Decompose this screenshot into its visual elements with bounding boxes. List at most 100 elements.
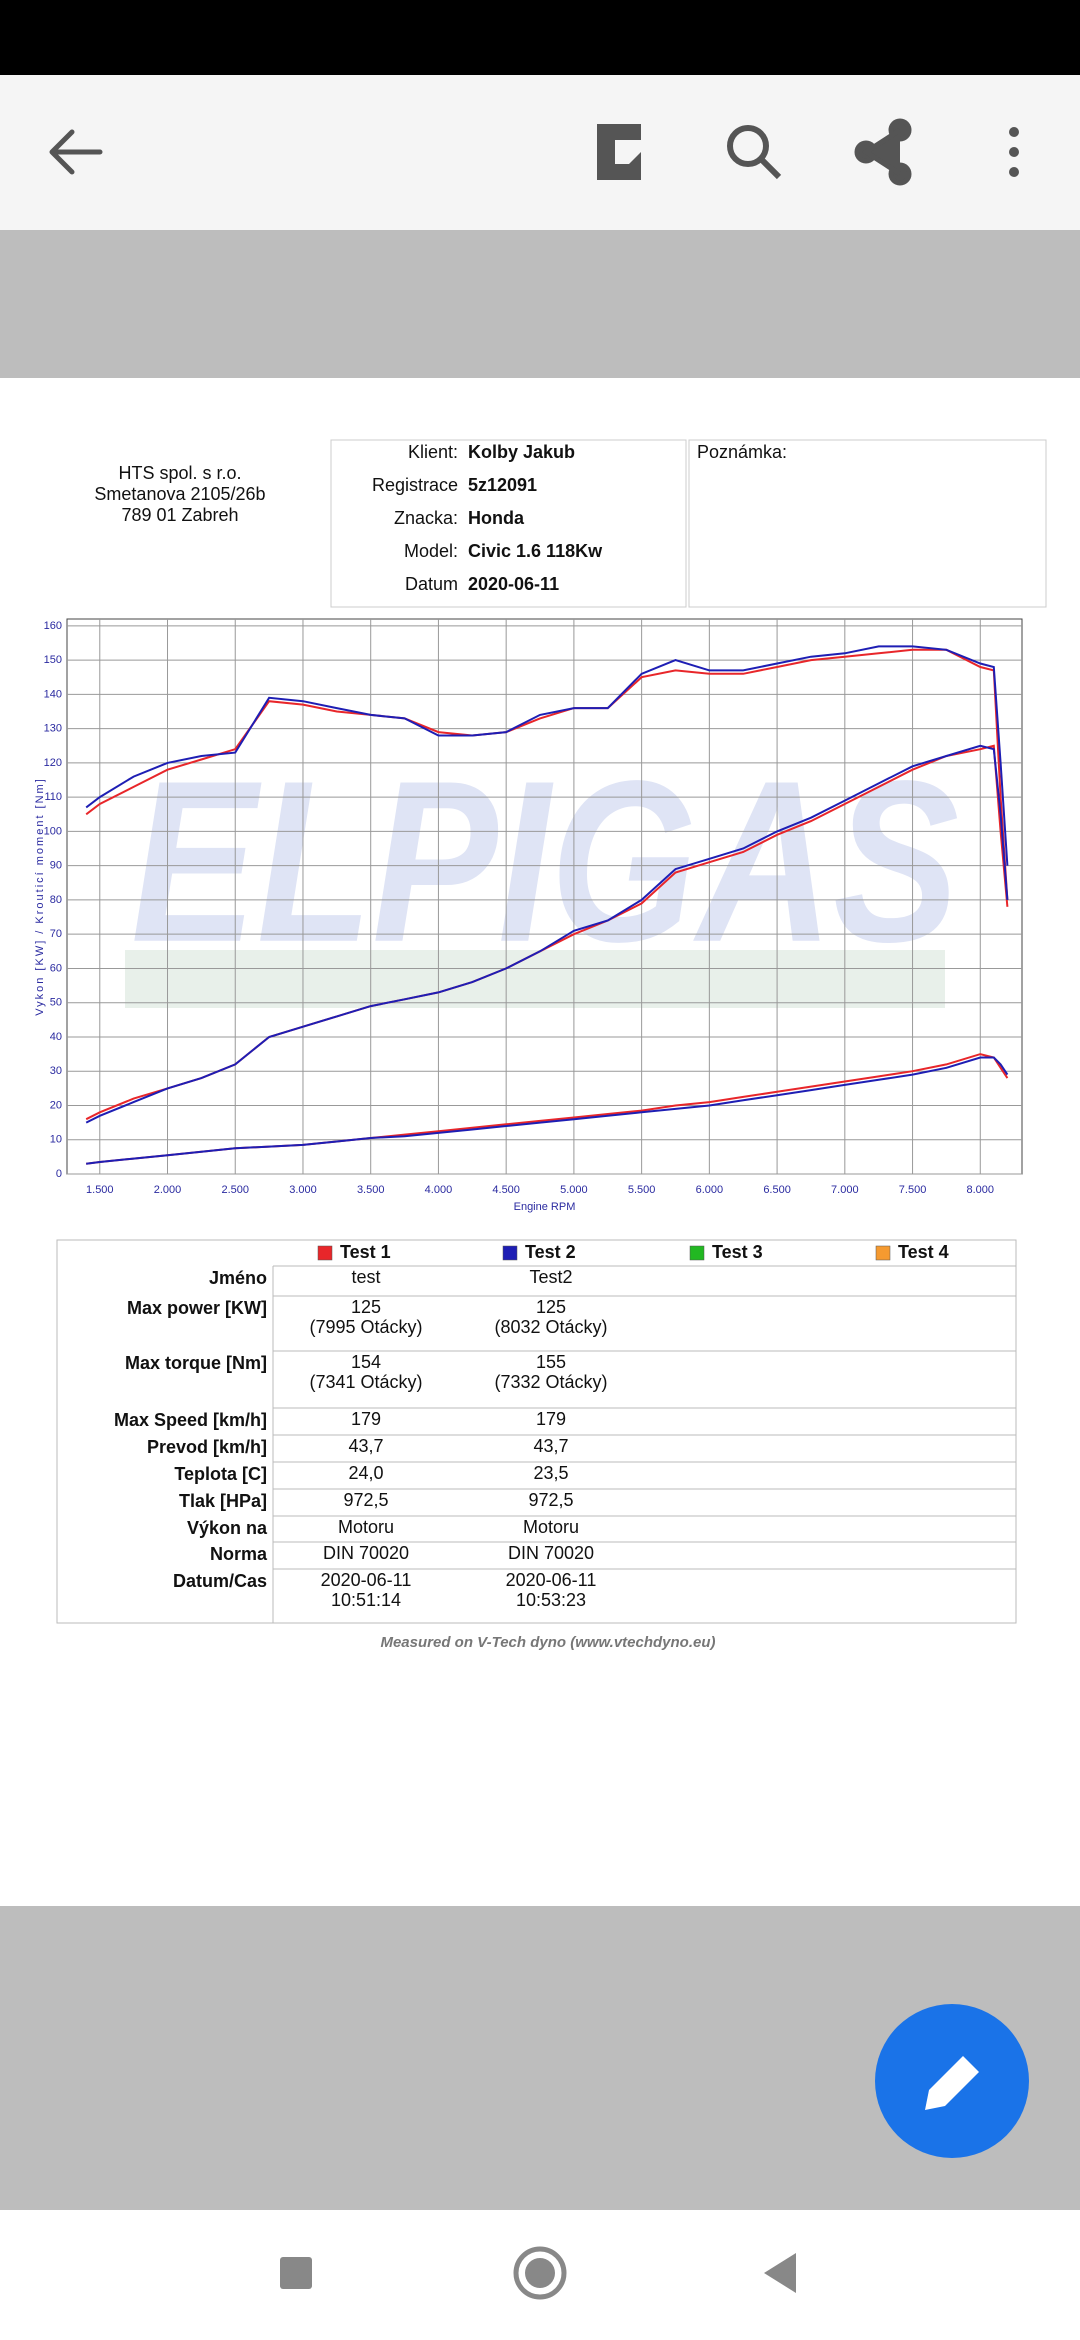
row-label: Prevod [km/h] — [147, 1437, 267, 1457]
viewer-background — [0, 230, 1080, 378]
info-value: Civic 1.6 118Kw — [468, 541, 603, 561]
legend-swatch — [317, 1245, 333, 1261]
legend-swatch — [502, 1245, 518, 1261]
pdf-page — [0, 378, 1080, 1906]
y-tick-label: 60 — [50, 962, 62, 974]
x-tick-label: 2.500 — [221, 1184, 249, 1196]
info-label: Znacka: — [394, 508, 458, 528]
document-icon[interactable] — [597, 124, 641, 180]
cell-text: 43,7 — [533, 1436, 568, 1456]
x-tick-label: 3.000 — [289, 1184, 317, 1196]
company-line: 789 01 Zabreh — [121, 505, 238, 525]
watermark-bar — [125, 950, 945, 1008]
more-button[interactable] — [1009, 127, 1019, 177]
cell-text: (7995 Otácky) — [309, 1317, 422, 1337]
info-label: Model: — [404, 541, 458, 561]
info-value: Kolby Jakub — [468, 442, 575, 462]
row-label: Max Speed [km/h] — [114, 1410, 267, 1430]
company-line: HTS spol. s r.o. — [118, 463, 241, 483]
cell-text: 23,5 — [533, 1463, 568, 1483]
y-tick-label: 30 — [50, 1065, 62, 1077]
cell-text: 154 — [351, 1352, 381, 1372]
data-line — [86, 1056, 1009, 1165]
recents-button[interactable] — [280, 2257, 312, 2289]
cell-text: Motoru — [338, 1517, 394, 1537]
status-bar — [0, 0, 1080, 75]
info-value: 2020-06-11 — [468, 574, 559, 594]
cell-text: (7341 Otácky) — [309, 1372, 422, 1392]
x-tick-label: 7.000 — [831, 1184, 859, 1196]
y-tick-label: 110 — [44, 791, 62, 803]
y-tick-label: 0 — [56, 1168, 62, 1180]
x-tick-label: 1.500 — [86, 1184, 114, 1196]
y-tick-label: 120 — [44, 757, 62, 769]
x-axis-label: Engine RPM — [514, 1201, 576, 1213]
info-value: Honda — [468, 508, 525, 528]
chart: ELPIGAS 0 10 20 30 40 50 60 70 80 90 100 110 120 130 14… — [34, 618, 1023, 1213]
row-label: Teplota [C] — [174, 1464, 267, 1484]
legend-label: Test 2 — [525, 1242, 576, 1262]
watermark: ELPIGAS — [131, 733, 959, 990]
edit-fab[interactable] — [875, 2004, 1029, 2158]
info-box — [330, 439, 687, 608]
info-value: 5z12091 — [468, 475, 537, 495]
y-tick-label: 160 — [44, 620, 62, 632]
footer-note: Measured on V-Tech dyno (www.vtechdyno.e… — [380, 1634, 715, 1651]
legend-swatch — [875, 1245, 891, 1261]
cell-text: 24,0 — [348, 1463, 383, 1483]
share-button[interactable] — [854, 118, 912, 186]
x-tick-label: 5.500 — [628, 1184, 656, 1196]
legend-label: Test 4 — [898, 1242, 949, 1262]
cell-text: 179 — [536, 1409, 566, 1429]
x-tick-label: 7.500 — [899, 1184, 927, 1196]
cell-text: (7332 Otácky) — [494, 1372, 607, 1392]
y-tick-label: 50 — [50, 997, 62, 1009]
note-box — [688, 439, 1047, 608]
cell-text: 125 — [351, 1297, 381, 1317]
x-tick-label: 6.000 — [696, 1184, 724, 1196]
home-button[interactable] — [513, 2246, 567, 2300]
back-nav-button[interactable] — [764, 2253, 796, 2293]
cell-text: DIN 70020 — [508, 1543, 594, 1563]
row-label: Max torque [Nm] — [125, 1353, 267, 1373]
toolbar — [0, 75, 1080, 230]
x-tick-label: 3.500 — [357, 1184, 385, 1196]
cell-text: (8032 Otácky) — [494, 1317, 607, 1337]
info-label: Datum — [405, 574, 458, 594]
x-tick-label: 8.000 — [967, 1184, 995, 1196]
y-tick-label: 150 — [44, 654, 62, 666]
cell-text: 2020-06-11 — [321, 1570, 412, 1590]
search-button[interactable] — [727, 125, 782, 180]
y-tick-label: 80 — [50, 894, 62, 906]
y-tick-label: 10 — [50, 1134, 62, 1146]
row-label: Max power [KW] — [127, 1298, 267, 1318]
cell-text: 2020-06-11 — [506, 1570, 597, 1590]
y-tick-label: 70 — [50, 928, 62, 940]
y-tick-label: 130 — [44, 723, 62, 735]
x-tick-label: 5.000 — [560, 1184, 588, 1196]
cell-text: test — [351, 1267, 380, 1287]
cell-text: Motoru — [523, 1517, 579, 1537]
back-button[interactable] — [49, 129, 103, 175]
cell-text: 125 — [536, 1297, 566, 1317]
legend-swatch — [689, 1245, 705, 1261]
y-axis-label: Vykon [KW] / Krouticí moment [Nm] — [34, 777, 46, 1016]
legend-label: Test 1 — [340, 1242, 391, 1262]
data-line — [85, 744, 1009, 1124]
cell-text: 972,5 — [343, 1490, 388, 1510]
cell-text: 10:53:23 — [516, 1590, 586, 1610]
cell-text: Test2 — [529, 1267, 572, 1287]
cell-text: 972,5 — [528, 1490, 573, 1510]
row-label: Jméno — [209, 1268, 267, 1288]
info-label: Registrace — [372, 475, 458, 495]
y-tick-label: 140 — [44, 688, 62, 700]
cell-text: 43,7 — [348, 1436, 383, 1456]
x-tick-label: 2.000 — [154, 1184, 182, 1196]
legend-label: Test 3 — [712, 1242, 763, 1262]
y-tick-label: 20 — [50, 1099, 62, 1111]
row-label: Tlak [HPa] — [179, 1491, 267, 1511]
row-label: Výkon na — [187, 1518, 268, 1538]
row-label: Datum/Cas — [173, 1571, 267, 1591]
data-line — [85, 645, 1009, 866]
cell-text: 155 — [536, 1352, 566, 1372]
